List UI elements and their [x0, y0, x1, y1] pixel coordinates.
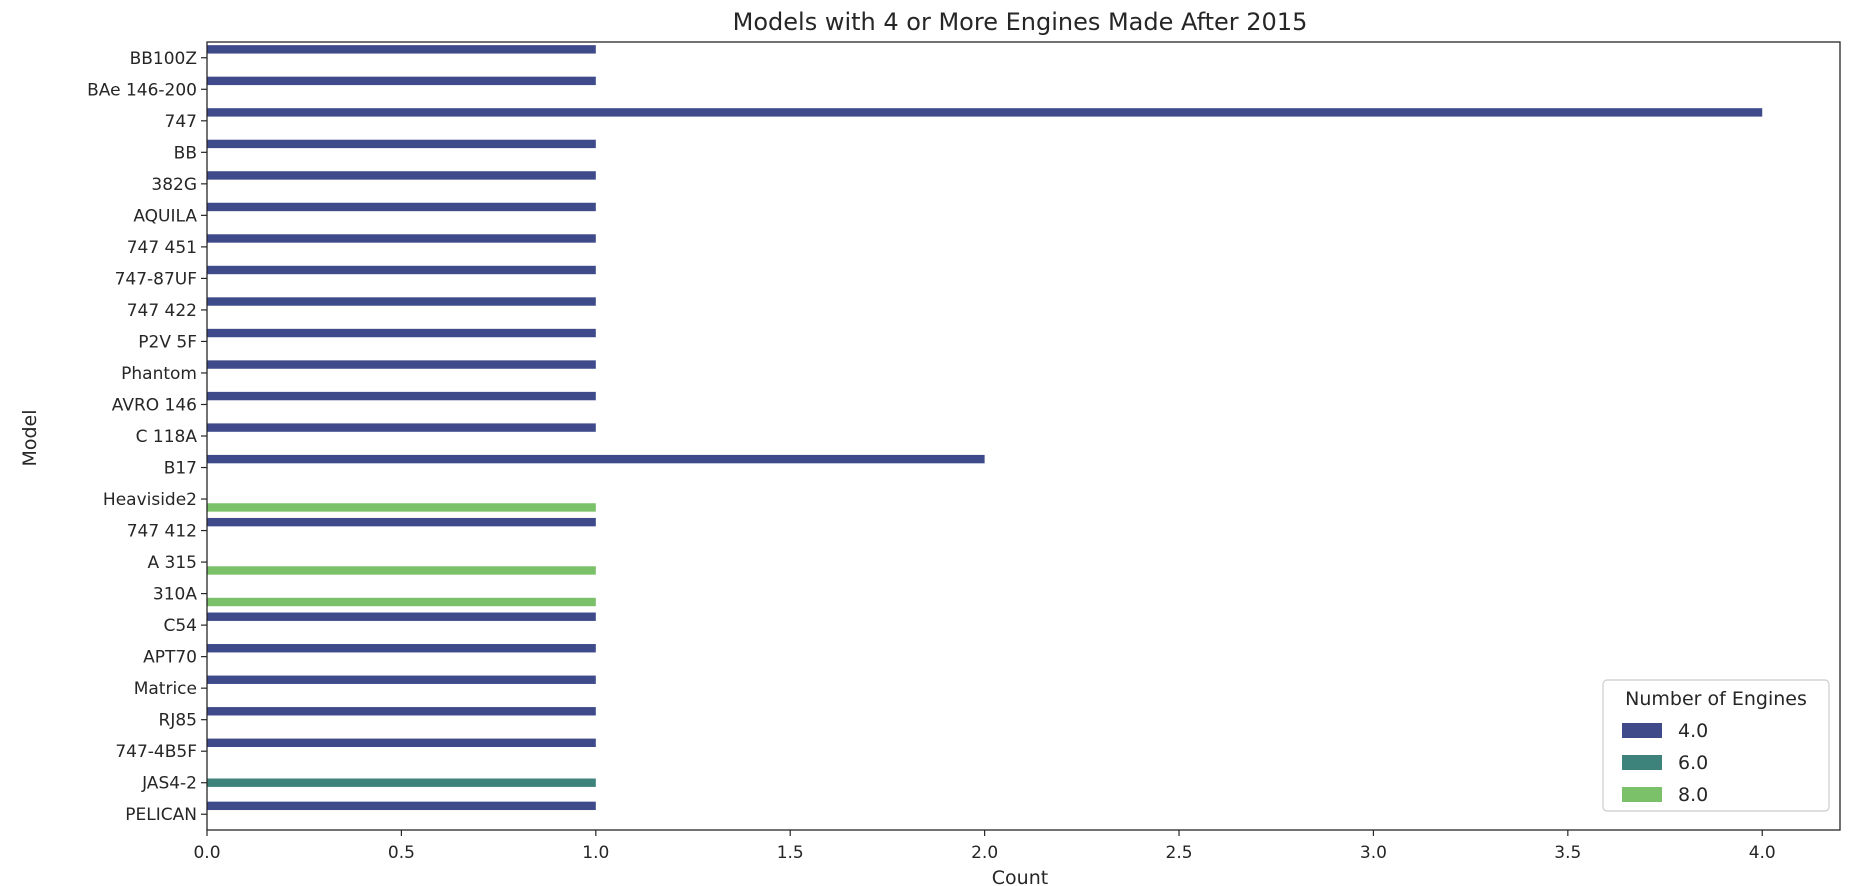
bar-a-315-engines-8.0: [207, 566, 596, 575]
bar-apt70-engines-4.0: [207, 644, 596, 653]
y-tick-label: C 118A: [136, 427, 198, 447]
bar-avro-146-engines-4.0: [207, 391, 596, 401]
legend-label-8.0: 8.0: [1678, 784, 1708, 806]
bar-b17-engines-4.0: [207, 454, 985, 464]
x-axis-label: Count: [992, 867, 1048, 886]
bar-aquila-engines-4.0: [207, 202, 596, 212]
bar-747-4b5f-engines-4.0: [207, 738, 596, 747]
y-tick-label: 747 451: [127, 238, 197, 258]
y-tick-label: Matrice: [134, 679, 197, 699]
bar-747-engines-4.0: [207, 108, 1763, 117]
y-tick-label: C54: [163, 616, 197, 636]
legend-frame: [1602, 679, 1830, 812]
bar-heaviside2-engines-8.0: [207, 503, 596, 512]
y-tick-label: 310A: [153, 585, 197, 605]
y-tick-label: BB: [174, 143, 197, 163]
bar-310a-engines-8.0: [207, 597, 596, 607]
bar-747-451-engines-4.0: [207, 234, 596, 243]
y-tick-label: A 315: [148, 553, 197, 573]
y-tick-label: APT70: [143, 648, 197, 668]
y-tick-label: RJ85: [159, 711, 197, 731]
chart-title: Models with 4 or More Engines Made After…: [733, 8, 1308, 36]
y-tick-label: B17: [164, 459, 197, 479]
y-tick-label: Heaviside2: [103, 490, 197, 510]
legend-title: Number of Engines: [1625, 688, 1807, 710]
legend-swatch-4.0: [1622, 723, 1662, 738]
bar-bb100z-engines-4.0: [207, 45, 596, 54]
x-tick-label: 2.5: [1166, 843, 1193, 863]
x-tick-label: 1.0: [582, 843, 609, 863]
y-tick-label: P2V 5F: [138, 332, 197, 352]
bar-747-87uf-engines-4.0: [207, 265, 596, 275]
y-tick-label: JAS4-2: [141, 774, 197, 794]
legend-label-6.0: 6.0: [1678, 752, 1708, 774]
y-tick-label: Phantom: [121, 364, 197, 384]
bar-phantom-engines-4.0: [207, 360, 596, 369]
x-tick-label: 0.5: [388, 843, 415, 863]
legend-label-4.0: 4.0: [1678, 720, 1708, 742]
y-tick-label: 747 422: [127, 301, 197, 321]
bar-bb-engines-4.0: [207, 139, 596, 149]
x-tick-label: 4.0: [1749, 843, 1776, 863]
bar-382g-engines-4.0: [207, 171, 596, 180]
bar-rj85-engines-4.0: [207, 707, 596, 716]
y-tick-label: BAe 146-200: [87, 80, 197, 100]
y-tick-label: 747: [165, 112, 197, 132]
y-tick-label: PELICAN: [125, 805, 197, 825]
x-tick-label: 3.0: [1360, 843, 1387, 863]
legend-swatch-8.0: [1622, 787, 1662, 802]
y-tick-label: 382G: [151, 175, 197, 195]
legend-items: 4.0 6.0 8.0: [1622, 720, 1708, 806]
bar-p2v-5f-engines-4.0: [207, 328, 596, 338]
bar-747-422-engines-4.0: [207, 297, 596, 306]
bar-c54-engines-4.0: [207, 612, 596, 621]
y-axis-label: Model: [19, 409, 41, 466]
x-tick-label: 2.0: [971, 843, 998, 863]
bar-747-412-engines-4.0: [207, 517, 596, 527]
bar-c-118a-engines-4.0: [207, 423, 596, 432]
y-tick-label: AVRO 146: [112, 395, 197, 415]
y-tick-label: 747-87UF: [115, 269, 197, 289]
legend-swatch-6.0: [1622, 755, 1662, 770]
bars-layer: [207, 45, 1763, 811]
axes-layer: BB100Z BAe 146-200 747 BB 382G AQUILA 747 451 7…: [87, 41, 1841, 863]
bar-pelican-engines-4.0: [207, 801, 596, 811]
bar-bae-146-200-engines-4.0: [207, 76, 596, 86]
bar-matrice-engines-4.0: [207, 675, 596, 684]
y-tick-label: BB100Z: [130, 49, 197, 69]
y-tick-label: AQUILA: [133, 206, 197, 226]
x-tick-label: 0.0: [193, 843, 220, 863]
y-tick-label: 747-4B5F: [115, 742, 197, 762]
y-tick-label: 747 412: [127, 522, 197, 542]
legend: Number of Engines 4.0 6.0 8.0: [1602, 679, 1830, 812]
bar-jas4-2-engines-6.0: [207, 778, 596, 787]
x-tick-label: 1.5: [777, 843, 804, 863]
x-tick-label: 3.5: [1554, 843, 1581, 863]
